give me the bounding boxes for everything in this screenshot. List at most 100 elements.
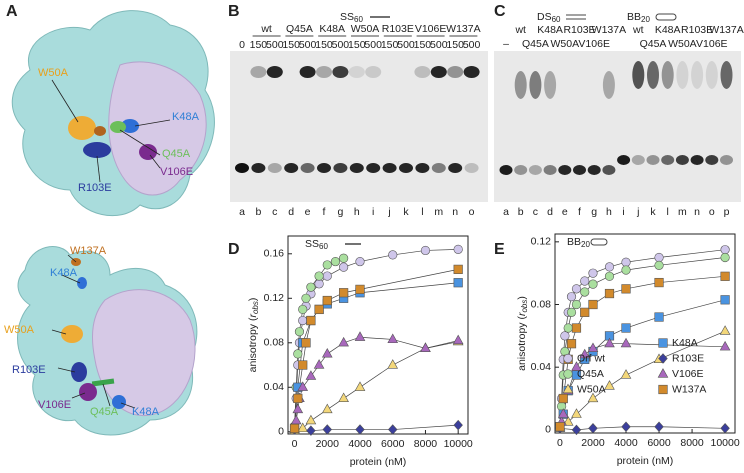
mutation-label: V106E [160,166,193,178]
lane-letter: c [533,206,538,218]
mutation-label: R103E [12,364,46,376]
legend-marker [563,369,573,379]
concentration: 500 [430,39,448,51]
data-point [297,422,309,433]
mutation-label: Q45A [162,148,191,160]
lane-letter: b [255,206,261,218]
data-point [719,340,731,351]
data-point [301,293,311,303]
data-point [339,288,349,298]
data-point [560,331,570,341]
data-point [588,268,598,278]
data-point [321,403,333,414]
data-point [720,271,730,281]
series-line [559,426,726,431]
mutation-label: W137A [70,245,107,257]
y-axis-title-part: anisotropy ( [247,317,259,372]
lane-header: K48A [655,24,681,36]
data-point [453,278,463,288]
y-axis-title-part: r [516,312,528,316]
series-line [294,424,459,432]
gel-c [494,51,741,202]
lane-letter: c [272,206,277,218]
data-point [420,245,431,256]
data-point [558,393,568,404]
lane-letter: i [622,206,624,218]
gel-band [251,163,266,173]
data-point [654,312,664,322]
x-tick-label: 0 [292,438,298,450]
data-point [621,323,631,333]
protein-bottom [17,246,198,436]
lane-letter: j [636,206,639,218]
concentration: 150 [282,39,300,51]
data-point [339,253,349,263]
data-point [388,250,398,260]
data-point [571,284,582,294]
legend-marker [658,338,668,348]
data-point [654,260,664,270]
probe-label: BB20 [627,11,650,24]
data-point [621,265,631,275]
panel-label: C [494,3,506,20]
lane-letter: i [372,206,374,218]
concentration: 500 [397,39,415,51]
data-point [654,421,664,432]
gel-band [430,66,447,78]
concentration: 150 [381,39,399,51]
lane-header: K48A [537,24,563,36]
gel-band [284,163,299,173]
gel-band [690,155,704,165]
gel-band [661,155,675,165]
data-point [654,277,664,288]
data-point [720,295,730,305]
probe-label-part: SS [305,238,319,250]
protein-top [11,10,215,217]
data-point [566,339,577,349]
series-line [294,336,459,430]
lane-header: W50A [551,38,580,50]
probe-icon [566,14,586,20]
data-point [562,416,574,426]
lane-letter: h [354,206,360,218]
data-point [301,338,311,348]
data-point [292,403,304,414]
gel-band [676,61,689,89]
group-label: R103E [382,23,414,35]
gel-band [463,66,480,78]
gel-band [632,61,645,89]
data-point [621,421,631,432]
gel-band [250,66,267,78]
gel-band [720,155,733,165]
y-axis-title-part: ) [247,298,259,302]
series-line [294,282,459,429]
lane-letter: a [239,206,245,218]
concentration: 150 [250,39,268,51]
gel-band [602,71,615,99]
concentration: 0 [239,39,245,51]
group-label: wt [260,23,272,35]
lane-letter: h [606,206,612,218]
group-label: W50A [351,23,380,35]
x-tick-label: 8000 [680,437,704,449]
x-tick-label: 0 [557,437,563,449]
panel-label: D [228,241,240,258]
probe-label-part: 20 [581,240,590,249]
data-point [294,327,305,337]
data-point [453,244,463,254]
concentration: 150 [315,39,333,51]
series-line [294,269,459,429]
gel-band [587,165,601,175]
x-tick-label: 8000 [414,438,438,450]
y-axis-title: anisotropy (robs) [247,298,260,373]
y-tick-label: 0.08 [264,337,285,349]
legend-label: W50A [577,383,606,395]
gel-band [415,163,430,173]
data-point [587,342,599,352]
data-point [339,262,349,272]
gel-band [602,165,616,175]
gel-band [573,165,586,175]
data-point [621,284,631,294]
lane-letter: l [421,206,423,218]
